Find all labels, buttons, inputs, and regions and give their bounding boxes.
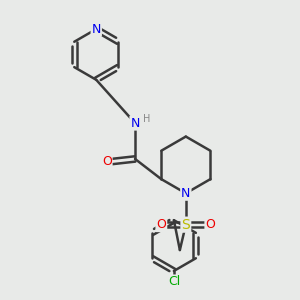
Text: N: N <box>130 117 140 130</box>
Text: O: O <box>156 218 166 231</box>
Text: S: S <box>182 218 190 232</box>
Text: H: H <box>143 114 150 124</box>
Text: N: N <box>181 187 190 200</box>
Text: O: O <box>206 218 215 231</box>
Text: N: N <box>92 22 101 36</box>
Text: O: O <box>102 155 112 168</box>
Text: Cl: Cl <box>168 275 180 289</box>
